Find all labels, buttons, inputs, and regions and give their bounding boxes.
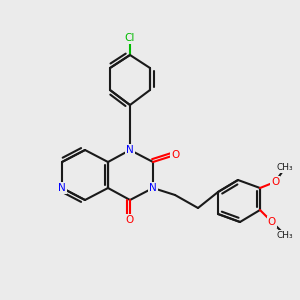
Text: CH₃: CH₃ [277, 164, 293, 172]
Text: O: O [126, 215, 134, 225]
Text: Cl: Cl [125, 33, 135, 43]
Text: O: O [171, 150, 179, 160]
Text: O: O [271, 177, 279, 187]
Text: N: N [58, 183, 66, 193]
Text: N: N [126, 145, 134, 155]
Text: N: N [149, 183, 157, 193]
Text: CH₃: CH₃ [277, 230, 293, 239]
Text: O: O [268, 217, 276, 227]
